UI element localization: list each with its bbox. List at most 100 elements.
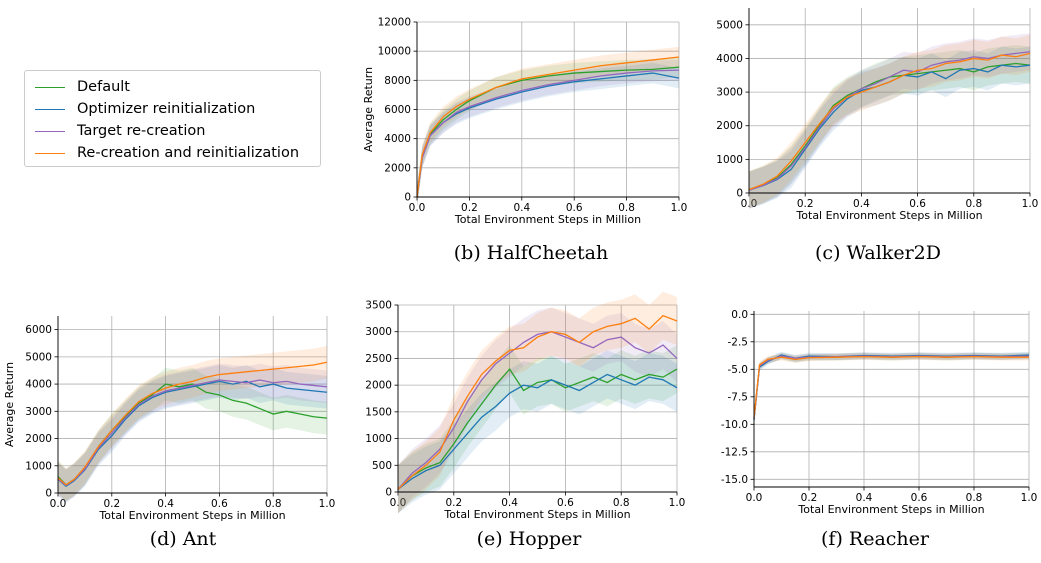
- y-tick-label: 0: [385, 487, 392, 499]
- x-tick-label: 0.8: [966, 492, 983, 504]
- x-tick-label: 0.4: [856, 492, 873, 504]
- y-tick-label: 2000: [384, 162, 411, 174]
- y-axis-label: Average Return: [3, 362, 16, 447]
- series-line: [416, 56, 680, 198]
- y-tick-label: 8000: [384, 75, 411, 87]
- series-band: [749, 34, 1030, 209]
- legend-label-re-creation-and-reinitialization: Re-creation and reinitialization: [77, 145, 300, 161]
- x-tick-label: 1.0: [669, 497, 686, 509]
- y-tick-label: 2000: [25, 433, 52, 445]
- x-tick-label: 0.2: [445, 497, 462, 509]
- x-tick-label: 0.0: [741, 198, 758, 210]
- x-tick-label: 0.8: [265, 498, 282, 510]
- caption-hopper: (e) Hopper: [476, 528, 582, 550]
- series-line: [753, 355, 1029, 418]
- x-tick-label: 0.6: [911, 492, 928, 504]
- x-tick-label: 0.2: [801, 492, 818, 504]
- y-tick-label: 0.0: [731, 309, 748, 321]
- series-band: [417, 62, 679, 208]
- x-tick-label: 0.2: [797, 198, 814, 210]
- y-tick-label: 5000: [25, 351, 52, 363]
- series-line: [748, 52, 1031, 191]
- series-line: [397, 373, 678, 490]
- y-tick-label: 2000: [716, 120, 743, 132]
- legend-item-default: Default: [35, 77, 130, 97]
- legend-item-optimizer-reinitialization: Optimizer reinitialization: [35, 99, 255, 119]
- x-tick-label: 0.6: [909, 198, 926, 210]
- y-tick-label: -15.0: [721, 474, 748, 486]
- x-tick-label: 0.0: [409, 202, 426, 214]
- series-band: [749, 33, 1030, 209]
- x-tick-label: 0.2: [103, 498, 120, 510]
- x-tick-label: 1.0: [319, 498, 336, 510]
- legend-swatch-re-creation-and-reinitialization: [35, 152, 65, 154]
- series-band: [749, 45, 1030, 209]
- x-axis-label: Total Environment Steps in Million: [797, 503, 984, 516]
- caption-ant: (d) Ant: [149, 528, 217, 550]
- series-line: [397, 314, 678, 490]
- y-axis-label: Average Return: [362, 67, 375, 152]
- x-axis-label: Total Environment Steps in Million: [98, 509, 285, 522]
- x-tick-label: 0.2: [461, 202, 478, 214]
- y-tick-label: -5.0: [728, 364, 749, 376]
- legend-item-target-re-creation: Target re-creation: [35, 121, 205, 141]
- series-band: [754, 352, 1029, 423]
- y-tick-label: 500: [372, 460, 392, 472]
- series-band: [58, 367, 327, 502]
- y-tick-label: 2500: [365, 353, 392, 365]
- series-line: [57, 361, 328, 486]
- series-line: [397, 368, 678, 490]
- legend-label-optimizer-reinitialization: Optimizer reinitialization: [77, 101, 256, 117]
- series-line: [753, 355, 1030, 419]
- y-tick-label: -7.5: [728, 391, 749, 403]
- x-tick-label: 1.0: [1021, 492, 1038, 504]
- y-tick-label: 0: [45, 488, 52, 500]
- y-tick-label: 5000: [716, 19, 743, 31]
- y-tick-label: -2.5: [728, 336, 749, 348]
- series-line: [416, 66, 680, 198]
- legend-swatch-default: [35, 86, 65, 88]
- series-line: [57, 379, 328, 487]
- series-band: [754, 353, 1029, 421]
- legend-label-target-re-creation: Target re-creation: [77, 123, 206, 139]
- y-tick-label: 6000: [25, 324, 52, 336]
- x-axis-label: Total Environment Steps in Million: [443, 508, 630, 521]
- series-band: [398, 345, 677, 514]
- series-line: [753, 354, 1030, 420]
- y-tick-label: -12.5: [721, 446, 748, 458]
- y-tick-label: 3500: [365, 300, 392, 312]
- x-tick-label: 0.0: [746, 492, 763, 504]
- legend: Default Optimizer reinitialization Targe…: [24, 70, 321, 167]
- y-tick-label: 2000: [365, 380, 392, 392]
- y-tick-label: 1000: [25, 460, 52, 472]
- x-axis-label: Total Environment Steps in Million: [795, 209, 982, 222]
- y-tick-label: 4000: [384, 133, 411, 145]
- x-tick-label: 1.0: [671, 202, 688, 214]
- y-tick-label: 3000: [365, 326, 392, 338]
- x-tick-label: 0.0: [50, 498, 67, 510]
- x-tick-label: 0.4: [501, 497, 518, 509]
- series-line: [748, 51, 1031, 191]
- series-line: [753, 355, 1030, 419]
- x-tick-label: 0.6: [566, 202, 583, 214]
- series-band: [58, 365, 327, 503]
- series-band: [398, 307, 677, 514]
- caption-walker2d: (c) Walker2D: [815, 242, 941, 264]
- x-tick-label: 1.0: [1022, 198, 1039, 210]
- x-tick-label: 0.8: [618, 202, 635, 214]
- series-band: [398, 350, 677, 514]
- x-tick-label: 0.4: [157, 498, 174, 510]
- x-tick-label: 0.4: [853, 198, 870, 210]
- y-tick-label: 1500: [365, 406, 392, 418]
- y-tick-label: 0: [404, 192, 411, 204]
- y-tick-label: 4000: [25, 379, 52, 391]
- y-tick-label: 10000: [378, 46, 411, 58]
- x-tick-label: 0.8: [613, 497, 630, 509]
- series-band: [58, 345, 327, 502]
- y-tick-label: 0: [736, 188, 743, 200]
- y-tick-label: 3000: [25, 406, 52, 418]
- series-band: [754, 352, 1029, 423]
- series-band: [398, 291, 677, 514]
- caption-halfcheetah: (b) HalfCheetah: [453, 242, 609, 264]
